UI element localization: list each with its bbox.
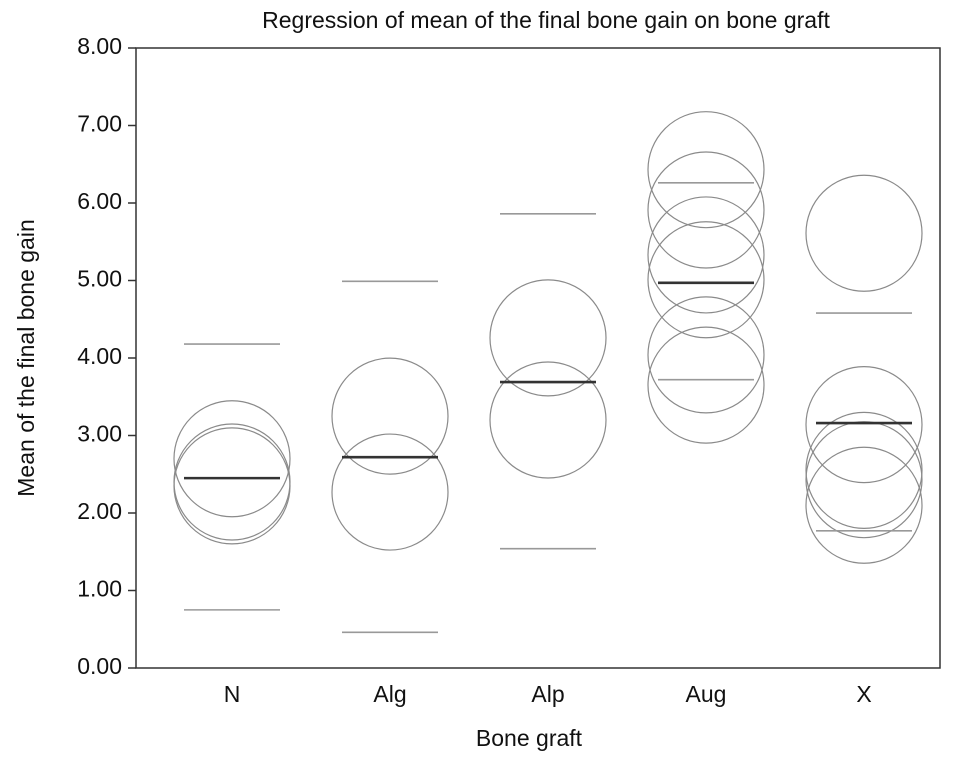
y-tick-label: 3.00 — [77, 421, 122, 447]
data-point — [805, 411, 923, 529]
data-point — [173, 427, 291, 545]
data-point — [647, 151, 765, 269]
y-tick-label: 5.00 — [77, 266, 122, 292]
y-tick-label: 2.00 — [77, 498, 122, 524]
data-point — [647, 296, 765, 414]
x-axis-label: Bone graft — [476, 725, 583, 751]
data-point — [647, 326, 765, 444]
data-point — [331, 433, 449, 551]
data-point — [647, 111, 765, 229]
plot-frame — [135, 47, 941, 669]
data-point — [805, 174, 923, 292]
chart-title: Regression of mean of the final bone gai… — [262, 7, 830, 33]
data-point — [173, 400, 291, 518]
y-tick-label: 7.00 — [77, 111, 122, 137]
x-tick-label: Alp — [531, 681, 564, 707]
data-point — [805, 366, 923, 484]
data-point — [805, 446, 923, 564]
data-point — [489, 279, 607, 397]
data-point — [805, 421, 923, 539]
data-point — [489, 361, 607, 479]
y-axis-label: Mean of the final bone gain — [13, 219, 39, 496]
x-tick-label: Aug — [686, 681, 727, 707]
data-point — [331, 357, 449, 475]
data-point — [647, 221, 765, 339]
y-tick-label: 0.00 — [77, 653, 122, 679]
y-tick-label: 8.00 — [77, 33, 122, 59]
data-point — [647, 196, 765, 314]
y-tick-label: 1.00 — [77, 576, 122, 602]
x-tick-label: X — [856, 681, 871, 707]
y-tick-label: 4.00 — [77, 343, 122, 369]
y-tick-label: 6.00 — [77, 188, 122, 214]
data-point — [173, 423, 291, 541]
x-tick-label: Alg — [373, 681, 406, 707]
x-tick-label: N — [224, 681, 241, 707]
